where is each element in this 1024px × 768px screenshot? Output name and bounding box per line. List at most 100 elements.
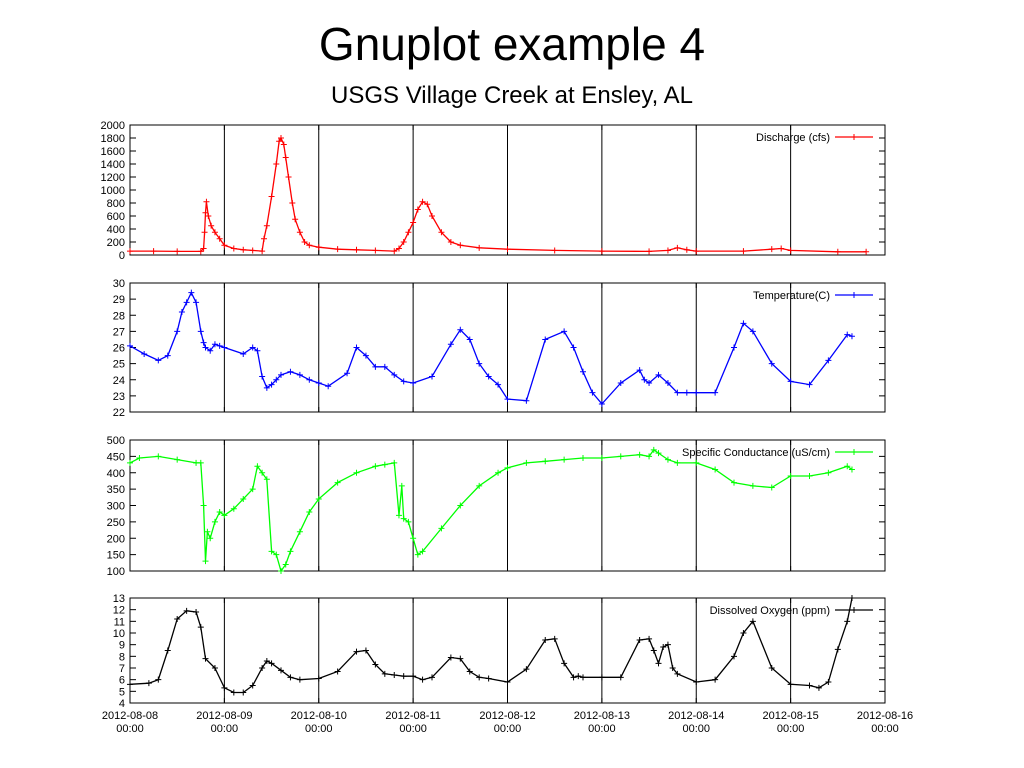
conductance-data-point <box>848 466 855 473</box>
discharge-data-point <box>504 246 511 253</box>
x-tick-date-label: 2012-08-11 <box>385 710 440 722</box>
temperature-data-point <box>174 328 181 335</box>
temperature-data-point <box>268 381 275 388</box>
discharge-data-point <box>208 222 215 229</box>
dissolved-oxygen-data-point <box>815 684 822 691</box>
conductance-data-point <box>617 453 624 460</box>
temperature-data-point <box>410 379 417 386</box>
dissolved-oxygen-data-point <box>230 689 237 696</box>
discharge-data-point <box>646 248 653 255</box>
discharge-data-point <box>268 193 275 200</box>
dissolved-oxygen-data-point <box>476 674 483 681</box>
temperature-data-point <box>216 342 223 349</box>
conductance-data-point <box>306 509 313 516</box>
discharge-data-point <box>400 239 407 245</box>
y-tick-label: 100 <box>107 566 125 578</box>
conductance-data-point <box>655 450 662 457</box>
conductance-data-point <box>263 476 270 483</box>
temperature-data-point <box>731 344 737 351</box>
dissolved-oxygen-data-point <box>749 618 756 625</box>
discharge-data-point <box>211 229 218 236</box>
dissolved-oxygen-data-point <box>278 667 284 674</box>
x-tick-time-label: 00:00 <box>682 723 710 735</box>
conductance-data-point <box>405 518 412 525</box>
y-tick-label: 5 <box>119 686 125 698</box>
dissolved-oxygen-data-point <box>674 670 681 677</box>
discharge-data-point <box>150 248 157 255</box>
y-tick-label: 350 <box>107 484 125 496</box>
conductance-data-point <box>315 495 322 502</box>
temperature-data-point <box>787 378 794 385</box>
conductance-legend-label: Specific Conductance (uS/cm) <box>682 447 830 459</box>
y-tick-label: 400 <box>107 468 125 480</box>
conductance-legend-marker <box>851 449 857 455</box>
dissolved-oxygen-data-point <box>353 648 360 655</box>
temperature-data-point <box>240 350 247 357</box>
conductance-data-point <box>287 548 294 555</box>
discharge-data-point <box>447 239 454 245</box>
dissolved-oxygen-data-point <box>768 665 775 671</box>
conductance-data-point <box>259 469 266 476</box>
conductance-data-point <box>523 459 530 466</box>
dissolved-oxygen-data-point <box>542 637 549 643</box>
dissolved-oxygen-data-point <box>669 665 676 671</box>
conductance-data-point <box>216 509 223 516</box>
discharge-data-point <box>315 244 322 251</box>
temperature-data-point <box>485 373 492 380</box>
dissolved-oxygen-data-point <box>575 673 582 680</box>
y-tick-label: 6 <box>119 675 125 687</box>
temperature-legend-marker <box>851 292 857 298</box>
discharge-data-point <box>306 242 313 249</box>
temperature-data-point <box>476 360 483 367</box>
conductance-data-point <box>457 502 464 509</box>
discharge-data-point <box>395 245 402 252</box>
conductance-data-point <box>249 486 256 493</box>
temperature-data-point <box>457 326 464 333</box>
discharge-data-point <box>683 246 690 253</box>
temperature-data-point <box>589 389 596 396</box>
x-tick-time-label: 00:00 <box>399 723 427 735</box>
temperature-series-line <box>129 291 853 405</box>
conductance-data-point <box>211 518 218 525</box>
y-tick-label: 10 <box>113 628 125 640</box>
conductance-data-point <box>844 463 851 470</box>
discharge-data-point <box>285 174 292 180</box>
temperature-data-point <box>466 336 473 343</box>
conductance-data-point <box>495 469 502 476</box>
x-tick-date-label: 2012-08-10 <box>291 710 347 722</box>
temperature-data-point <box>273 376 280 383</box>
discharge-data-point <box>457 242 464 249</box>
conductance-data-point <box>712 466 719 473</box>
dissolved-oxygen-data-point <box>296 676 303 683</box>
dissolved-oxygen-data-point <box>466 668 473 675</box>
temperature-data-point <box>712 389 719 396</box>
discharge-data-point <box>276 138 283 145</box>
temperature-data-point <box>429 373 435 380</box>
conductance-data-point <box>825 469 832 476</box>
page-title: Gnuplot example 4 <box>318 18 706 70</box>
temperature-data-point <box>848 333 855 340</box>
discharge-data-point <box>476 244 483 251</box>
dissolved-oxygen-data-point <box>598 674 605 681</box>
y-tick-label: 1400 <box>101 159 125 171</box>
discharge-data-point <box>296 229 303 236</box>
dissolved-oxygen-data-point <box>315 675 322 682</box>
dissolved-oxygen-data-point <box>834 646 841 653</box>
conductance-data-point <box>202 558 209 565</box>
temperature-data-point <box>570 344 577 351</box>
conductance-data-point <box>768 484 775 491</box>
y-tick-label: 24 <box>113 375 125 387</box>
dissolved-oxygen-data-point <box>287 674 294 681</box>
discharge-data-point <box>259 248 266 255</box>
dissolved-oxygen-data-point <box>334 668 341 675</box>
temperature-data-point <box>768 360 775 367</box>
discharge-data-point <box>201 229 208 236</box>
conductance-data-point <box>278 568 284 574</box>
x-tick-date-label: 2012-08-15 <box>762 710 818 722</box>
temperature-data-point <box>278 371 284 378</box>
conductance-data-point <box>240 495 247 502</box>
conductance-data-point <box>207 535 214 542</box>
conductance-data-point <box>650 446 657 453</box>
discharge-data-point <box>778 245 785 252</box>
